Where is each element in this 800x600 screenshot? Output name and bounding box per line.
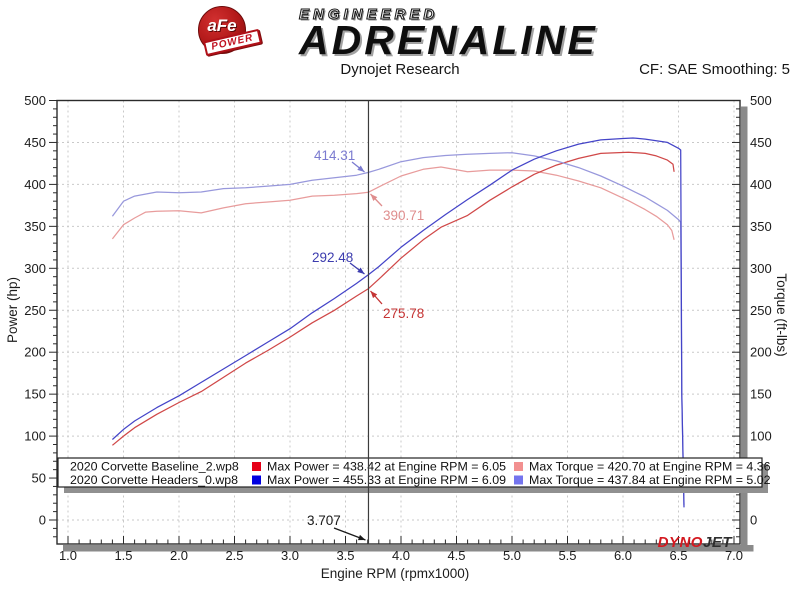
dynojet-research-label: Dynojet Research	[340, 61, 460, 78]
plot-border	[56, 99, 741, 545]
curve-headers_torque	[111, 152, 685, 505]
y-axis-label-right: 150	[750, 387, 772, 402]
y-axis-label-left: 450	[24, 135, 46, 150]
legend-swatch	[514, 475, 523, 485]
x-axis-label: 6.0	[614, 548, 632, 563]
y-axis-label-left: 50	[32, 471, 46, 486]
x-axis-label: 5.5	[558, 548, 576, 563]
legend-max-text: Max Torque = 437.84 at Engine RPM = 5.02	[529, 473, 771, 487]
x-axis-label: 2.0	[170, 548, 188, 563]
legend-max-text: Max Power = 455.33 at Engine RPM = 6.09	[267, 473, 506, 487]
dynojet-logo: DYNOJET	[658, 534, 734, 551]
y-axis-label-left: 200	[24, 345, 46, 360]
afe-power-logo: aFe POWER	[196, 6, 262, 57]
brand-header: aFe POWER ENGINEERED ADRENALINE	[0, 0, 800, 61]
y-axis-label-right: 300	[750, 261, 772, 276]
x-axis-label: 4.0	[392, 548, 410, 563]
plot-shadow-right	[741, 106, 748, 551]
correction-factor-label: CF: SAE Smoothing: 5	[639, 61, 790, 78]
axis-tick-labels: 0050501001001501502002002502503003003503…	[24, 93, 771, 563]
y-axis-label-right: 200	[750, 345, 772, 360]
y-axis-label-left: 100	[24, 429, 46, 444]
right-axis-title: Torque (ft-lbs)	[774, 273, 789, 356]
annotation-value-label: 414.31	[314, 148, 355, 163]
annotation-arrowhead	[370, 291, 378, 299]
brand-text-block: ENGINEERED ADRENALINE	[299, 6, 598, 61]
y-axis-label-left: 0	[39, 513, 46, 528]
y-axis-label-right: 350	[750, 219, 772, 234]
y-axis-label-left: 350	[24, 219, 46, 234]
curve-baseline_torque	[111, 166, 675, 240]
legend-box	[57, 457, 763, 488]
grid-lines	[57, 100, 740, 544]
legend-swatch	[252, 462, 261, 471]
x-axis-label: 6.5	[669, 548, 687, 563]
plot-shadow-bottom	[63, 545, 754, 552]
y-axis-label-right: 100	[750, 429, 772, 444]
legend-swatch	[514, 462, 523, 471]
chart-legend: 2020 Corvette Baseline_2.wp8 Max Power = …	[57, 457, 771, 493]
x-axis-label: 1.0	[59, 548, 77, 563]
x-axis-label: 4.5	[447, 548, 465, 563]
y-axis-label-left: 400	[24, 177, 46, 192]
y-axis-label-left: 150	[24, 387, 46, 402]
annotation-arrowhead	[370, 194, 378, 201]
x-axis-label: 2.5	[225, 548, 243, 563]
legend-file-name: 2020 Corvette Baseline_2.wp8	[70, 460, 239, 474]
y-axis-label-right: 450	[750, 135, 772, 150]
legend-max-text: Max Torque = 420.70 at Engine RPM = 4.36	[529, 460, 771, 474]
y-axis-label-right: 0	[750, 513, 757, 528]
x-axis-label: 5.0	[503, 548, 521, 563]
y-axis-label-right: 400	[750, 177, 772, 192]
y-axis-label-right: 500	[750, 93, 772, 108]
annotation-value-label: 3.707	[307, 513, 341, 528]
x-axis-label: 3.0	[281, 548, 299, 563]
y-axis-label-left: 300	[24, 261, 46, 276]
legend-file-name: 2020 Corvette Headers_0.wp8	[70, 473, 238, 487]
annotation-arrowhead	[357, 267, 365, 274]
afe-logo-text: aFe	[207, 16, 237, 35]
annotation-value-label: 275.78	[383, 306, 424, 321]
y-axis-label-left: 250	[24, 303, 46, 318]
annotation-value-label: 390.71	[383, 208, 424, 223]
x-axis-label: 3.5	[336, 548, 354, 563]
y-axis-label-right: 250	[750, 303, 772, 318]
y-axis-label-left: 500	[24, 93, 46, 108]
annotation-arrowhead	[357, 165, 365, 172]
legend-max-text: Max Power = 438.42 at Engine RPM = 6.05	[267, 460, 506, 474]
brand-engineered-label: ENGINEERED	[299, 6, 439, 24]
legend-swatch	[252, 475, 261, 485]
x-axis-label: 7.0	[725, 548, 743, 563]
annotation-value-label: 292.48	[312, 250, 353, 265]
brand-adrenaline-label: ADRENALINE	[299, 17, 598, 63]
curve-headers_power	[111, 137, 685, 508]
x-axis-label: 1.5	[114, 548, 132, 563]
cursor-annotations: 414.31 390.71 292.48 275.78 3.707	[307, 148, 424, 541]
left-axis-title: Power (hp)	[5, 277, 20, 343]
annotation-arrowhead	[357, 534, 366, 541]
x-axis-title: Engine RPM (rpmx1000)	[321, 566, 470, 581]
curve-baseline_power	[112, 151, 675, 446]
